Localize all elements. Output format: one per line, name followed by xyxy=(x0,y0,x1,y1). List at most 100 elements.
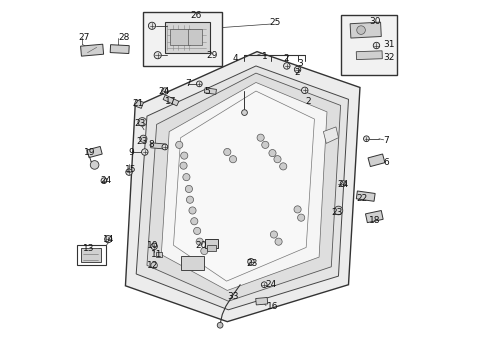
Circle shape xyxy=(185,185,192,193)
Text: 25: 25 xyxy=(268,18,280,27)
Text: 6: 6 xyxy=(383,158,388,167)
Text: 24: 24 xyxy=(337,180,348,189)
Circle shape xyxy=(148,22,155,30)
Text: 33: 33 xyxy=(227,292,238,301)
Text: 24: 24 xyxy=(100,176,111,185)
Text: 7: 7 xyxy=(383,136,388,145)
Bar xyxy=(81,44,103,56)
Text: 21: 21 xyxy=(132,99,143,108)
Bar xyxy=(150,143,166,149)
Bar xyxy=(181,256,203,270)
Bar xyxy=(81,248,101,262)
Circle shape xyxy=(297,214,304,221)
Circle shape xyxy=(125,169,132,175)
Text: 23: 23 xyxy=(136,137,147,146)
Text: 23: 23 xyxy=(246,259,257,268)
Circle shape xyxy=(196,81,202,87)
Circle shape xyxy=(101,178,106,184)
Bar xyxy=(163,95,179,106)
Circle shape xyxy=(270,231,277,238)
Bar xyxy=(170,29,189,45)
Bar xyxy=(143,12,221,66)
Polygon shape xyxy=(161,82,326,291)
Bar xyxy=(255,297,267,305)
Circle shape xyxy=(151,243,157,249)
Text: 10: 10 xyxy=(147,241,158,250)
Bar xyxy=(349,22,381,38)
Circle shape xyxy=(273,156,281,163)
Polygon shape xyxy=(173,91,314,281)
Circle shape xyxy=(140,135,147,142)
Bar xyxy=(134,100,143,108)
Circle shape xyxy=(356,26,365,35)
Circle shape xyxy=(340,181,346,186)
Circle shape xyxy=(261,141,268,148)
Circle shape xyxy=(201,247,207,255)
Text: 20: 20 xyxy=(195,241,206,250)
Circle shape xyxy=(372,42,379,49)
Circle shape xyxy=(279,163,286,170)
Text: 19: 19 xyxy=(83,148,95,157)
Text: 9: 9 xyxy=(128,148,133,157)
Circle shape xyxy=(268,149,276,157)
Text: 7: 7 xyxy=(185,80,191,89)
Circle shape xyxy=(283,63,289,69)
Circle shape xyxy=(257,134,264,141)
Text: 2: 2 xyxy=(283,54,288,63)
Circle shape xyxy=(196,238,203,245)
Text: 31: 31 xyxy=(383,40,394,49)
Circle shape xyxy=(261,282,266,288)
Bar xyxy=(164,22,209,53)
Text: 12: 12 xyxy=(147,261,158,270)
Bar xyxy=(77,244,106,265)
Circle shape xyxy=(294,66,300,73)
Circle shape xyxy=(186,196,193,203)
Circle shape xyxy=(333,206,342,215)
Circle shape xyxy=(104,235,112,243)
Bar xyxy=(356,191,374,201)
Bar xyxy=(156,252,162,257)
Text: 24: 24 xyxy=(265,280,276,289)
Text: 4: 4 xyxy=(233,54,238,63)
Circle shape xyxy=(363,136,368,141)
Circle shape xyxy=(193,227,201,234)
Circle shape xyxy=(162,144,167,150)
Circle shape xyxy=(175,141,183,148)
Circle shape xyxy=(183,174,190,181)
Text: 14: 14 xyxy=(102,235,114,244)
Bar xyxy=(87,147,102,158)
Text: 30: 30 xyxy=(368,17,380,26)
Circle shape xyxy=(274,238,282,245)
Bar xyxy=(204,88,216,94)
Circle shape xyxy=(180,152,187,159)
Bar xyxy=(187,29,202,45)
Text: 15: 15 xyxy=(125,166,137,175)
Circle shape xyxy=(293,206,301,213)
Circle shape xyxy=(223,148,230,156)
Text: 24: 24 xyxy=(158,86,169,95)
Polygon shape xyxy=(147,73,340,301)
Circle shape xyxy=(162,88,168,94)
Text: 29: 29 xyxy=(206,51,218,60)
Text: 5: 5 xyxy=(204,86,210,95)
Bar xyxy=(110,45,129,54)
Text: 22: 22 xyxy=(356,194,367,203)
Text: 17: 17 xyxy=(164,97,176,106)
Polygon shape xyxy=(323,127,338,143)
Circle shape xyxy=(90,161,99,169)
Circle shape xyxy=(180,162,187,169)
Text: 28: 28 xyxy=(118,33,129,42)
Bar xyxy=(341,15,396,75)
Text: 3: 3 xyxy=(297,59,303,68)
Text: 23: 23 xyxy=(330,208,342,217)
Bar xyxy=(356,51,382,60)
Text: 16: 16 xyxy=(266,302,278,311)
Circle shape xyxy=(190,218,198,225)
Text: 13: 13 xyxy=(83,244,95,253)
Circle shape xyxy=(188,207,196,214)
Text: 1: 1 xyxy=(261,52,267,61)
Polygon shape xyxy=(125,51,359,321)
Circle shape xyxy=(154,51,161,59)
Circle shape xyxy=(142,149,148,155)
Text: 32: 32 xyxy=(383,53,394,62)
